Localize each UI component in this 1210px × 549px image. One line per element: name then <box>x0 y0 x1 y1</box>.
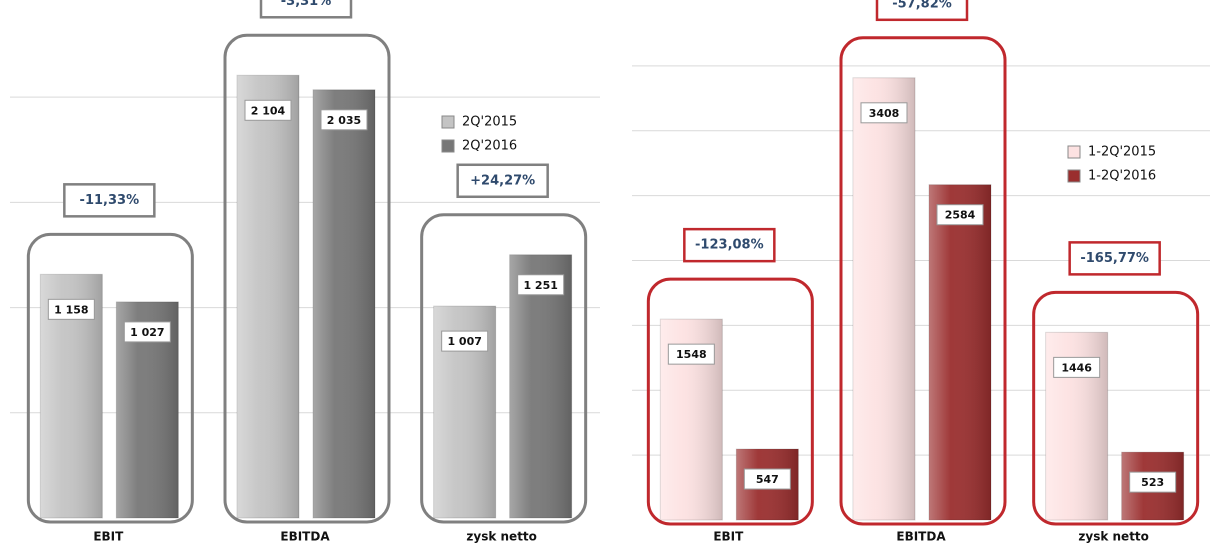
group-frame <box>1032 290 1200 526</box>
value-label: 3408 <box>869 107 900 120</box>
change-box <box>259 0 353 19</box>
value-label: 2 104 <box>251 104 286 117</box>
legend-label: 1-2Q'2016 <box>1088 169 1156 184</box>
value-box <box>441 330 489 352</box>
change-box <box>683 227 776 263</box>
x-tick-label: EBITDA <box>280 530 330 544</box>
value-box <box>1053 356 1101 378</box>
value-box <box>517 274 565 296</box>
value-box <box>743 468 791 490</box>
x-tick-label: EBIT <box>93 530 124 544</box>
change-box <box>875 0 969 22</box>
value-box <box>667 343 715 365</box>
change-label: +24,27% <box>470 173 535 188</box>
bar-shine <box>853 77 915 520</box>
legend-swatch <box>441 139 455 153</box>
value-label: 2 035 <box>327 114 361 127</box>
x-tick-label: zysk netto <box>1078 530 1149 544</box>
value-label: 1 251 <box>523 279 557 292</box>
value-box <box>123 321 171 343</box>
x-tick-label: EBIT <box>713 530 744 544</box>
value-label: 2584 <box>945 209 976 222</box>
value-box <box>47 298 95 320</box>
legend-label: 1-2Q'2015 <box>1088 145 1156 160</box>
bar-shine <box>509 254 572 519</box>
group-frame <box>420 213 588 524</box>
value-label: 1 007 <box>447 335 481 348</box>
change-box <box>1068 241 1161 276</box>
value-label: 1446 <box>1061 361 1092 374</box>
value-box <box>936 204 984 226</box>
x-tick-label: EBITDA <box>896 530 946 544</box>
bar-shine <box>237 75 299 519</box>
value-label: 1 158 <box>54 303 88 316</box>
value-label: 547 <box>756 473 779 486</box>
change-box <box>63 183 156 218</box>
value-box <box>860 102 908 124</box>
bar-shine <box>929 184 991 520</box>
group-frame <box>839 36 1007 526</box>
group-frame <box>26 232 194 524</box>
legend-swatch <box>441 115 455 129</box>
legend-label: 2Q'2015 <box>462 115 517 130</box>
change-label: -11,33% <box>80 193 140 208</box>
group-frame <box>223 33 391 524</box>
legend-swatch <box>1067 145 1081 159</box>
bar-shine <box>313 89 375 518</box>
value-label: 1 027 <box>130 326 164 339</box>
change-label: -123,08% <box>695 238 764 253</box>
legend-label: 2Q'2016 <box>462 139 517 154</box>
change-box <box>456 163 549 199</box>
legend-swatch <box>1067 169 1081 183</box>
value-box <box>244 99 292 121</box>
group-frame <box>646 277 814 526</box>
change-label: -165,77% <box>1080 251 1149 266</box>
x-tick-label: zysk netto <box>466 530 537 544</box>
value-label: 1548 <box>676 348 707 361</box>
change-label: -3,31% <box>281 0 332 9</box>
value-box <box>1129 471 1177 493</box>
value-label: 523 <box>1141 476 1164 489</box>
change-label: -57,82% <box>892 0 952 11</box>
value-box <box>320 109 368 131</box>
